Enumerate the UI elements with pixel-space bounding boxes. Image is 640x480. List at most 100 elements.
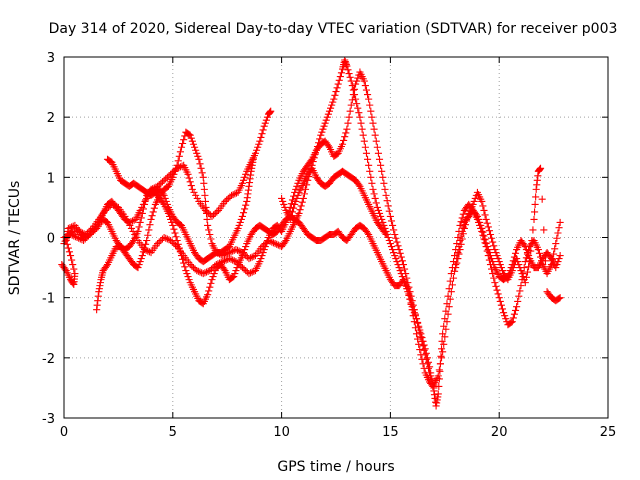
data-point xyxy=(530,215,538,223)
data-point xyxy=(366,167,374,175)
data-point xyxy=(290,204,298,212)
data-point xyxy=(540,226,548,234)
data-point xyxy=(263,113,272,121)
data-point xyxy=(481,211,489,219)
data-point xyxy=(230,273,238,281)
data-point xyxy=(238,252,246,260)
data-point xyxy=(364,91,372,99)
data-point xyxy=(418,355,426,363)
data-point xyxy=(521,242,529,251)
data-point xyxy=(149,208,157,216)
data-point xyxy=(195,155,203,163)
data-point xyxy=(239,209,248,217)
data-point xyxy=(287,212,295,220)
data-point xyxy=(189,140,198,148)
data-point xyxy=(397,253,405,261)
data-point xyxy=(434,390,442,398)
data-point xyxy=(340,136,348,145)
y-tick-label: -3 xyxy=(42,412,55,427)
data-point xyxy=(483,219,491,227)
data-point xyxy=(495,258,503,266)
data-point xyxy=(70,265,78,273)
data-point xyxy=(205,226,213,234)
data-point xyxy=(232,267,240,275)
data-point xyxy=(208,276,216,284)
data-point xyxy=(490,274,498,282)
x-tick-label: 25 xyxy=(600,425,617,440)
data-point xyxy=(337,69,345,77)
data-point xyxy=(328,101,336,109)
data-point xyxy=(370,190,378,198)
data-point xyxy=(498,305,507,313)
data-point xyxy=(452,264,460,272)
data-point xyxy=(299,194,307,202)
data-point xyxy=(182,267,190,275)
data-point xyxy=(316,135,324,143)
data-point xyxy=(390,226,398,234)
data-point xyxy=(469,200,477,208)
data-point xyxy=(498,267,507,275)
data-point xyxy=(457,218,465,226)
data-point xyxy=(344,66,352,74)
data-point xyxy=(556,294,564,302)
data-point xyxy=(464,213,472,221)
data-point xyxy=(502,315,510,323)
data-point xyxy=(334,80,342,88)
data-point xyxy=(138,252,146,260)
data-point xyxy=(385,207,393,215)
data-point xyxy=(297,202,305,210)
y-tick-label: 2 xyxy=(47,111,55,126)
data-point xyxy=(184,273,192,281)
data-point xyxy=(200,185,208,193)
data-point xyxy=(485,248,493,257)
data-point xyxy=(242,242,250,251)
data-point xyxy=(180,136,188,144)
data-point xyxy=(480,206,488,214)
data-point xyxy=(420,346,428,354)
data-point xyxy=(410,318,418,326)
data-point xyxy=(136,218,144,227)
data-point xyxy=(287,200,295,208)
data-point xyxy=(319,125,327,133)
data-point xyxy=(508,318,516,326)
data-point xyxy=(435,366,443,374)
data-point xyxy=(480,232,488,240)
data-point xyxy=(482,239,490,248)
data-point xyxy=(476,218,484,227)
data-point xyxy=(185,174,193,182)
data-point xyxy=(185,276,193,284)
data-point xyxy=(554,229,562,237)
data-point xyxy=(486,230,495,239)
data-point xyxy=(198,169,206,177)
data-point xyxy=(483,242,491,251)
data-point xyxy=(470,197,478,205)
data-point xyxy=(404,285,412,293)
data-point xyxy=(176,248,184,256)
data-point xyxy=(231,270,239,278)
data-point xyxy=(349,91,357,99)
data-point xyxy=(471,194,479,202)
data-point xyxy=(347,101,355,109)
data-point xyxy=(390,248,398,257)
data-point xyxy=(147,215,155,223)
data-point xyxy=(386,239,394,248)
data-point xyxy=(353,100,361,108)
data-point xyxy=(555,224,563,232)
data-point xyxy=(496,261,504,269)
data-point xyxy=(322,116,330,124)
data-point xyxy=(523,268,532,276)
data-point xyxy=(508,267,516,275)
data-point xyxy=(181,263,189,271)
data-point xyxy=(379,173,387,181)
data-point xyxy=(491,279,499,287)
data-point xyxy=(335,76,343,84)
data-point xyxy=(400,265,409,273)
data-point xyxy=(365,95,373,103)
data-point xyxy=(170,170,178,178)
data-point xyxy=(380,179,388,187)
data-point xyxy=(525,263,533,271)
data-point xyxy=(521,279,529,287)
data-point xyxy=(517,282,525,290)
data-point xyxy=(323,113,331,121)
data-point xyxy=(292,197,300,205)
